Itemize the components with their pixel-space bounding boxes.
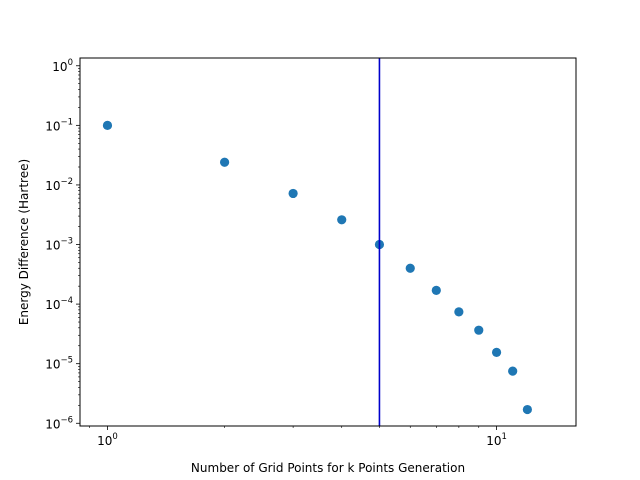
data-point [474,325,484,335]
y-axis-label: Energy Difference (Hartree) [17,159,31,325]
y-tick-label: 10−6 [45,415,73,431]
data-point [431,285,441,295]
data-point [219,157,230,167]
data-point [491,347,502,357]
data-point [102,120,113,130]
y-tick-label: 10−2 [45,177,73,193]
x-tick-label: 100 [97,432,118,448]
data-point [508,366,518,376]
data-point [522,404,532,415]
y-tick-label: 10−5 [45,356,73,372]
data-point [454,307,464,317]
y-tick-label: 10−4 [45,296,73,312]
plot-area [80,58,576,426]
y-tick-label: 10−3 [45,237,73,253]
major-ticks: 100 101 10−6 10−5 10−4 10−3 10−2 10−1 100 [45,58,507,448]
data-point [405,263,415,273]
x-axis-label: Number of Grid Points for k Points Gener… [191,461,465,475]
data-marks [102,58,532,426]
plot-frame [79,57,577,427]
data-point [337,215,347,225]
y-tick-label: 100 [52,58,73,74]
y-tick-label: 10−1 [45,117,73,133]
x-tick-label: 101 [486,432,507,448]
data-point [288,188,298,199]
